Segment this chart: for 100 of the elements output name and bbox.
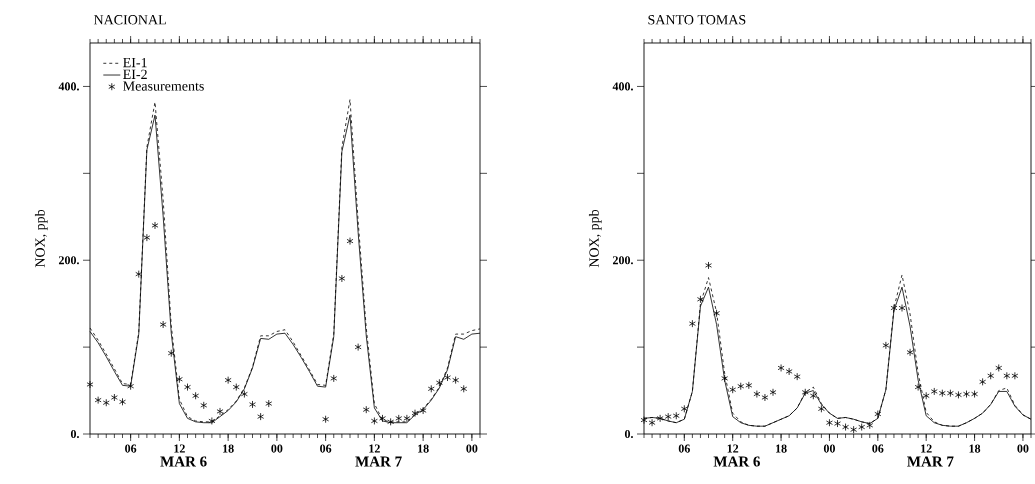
point [761,393,769,402]
point [809,391,817,400]
point [184,383,191,391]
point [1003,371,1011,380]
point [452,376,460,385]
point [882,341,890,350]
point [240,390,248,398]
point [705,261,712,270]
point [729,385,737,394]
point [232,383,240,391]
point [354,343,362,352]
point [127,382,135,391]
point [697,295,704,304]
point [265,399,273,408]
x-tick-label: 06 [320,444,332,453]
point [737,382,745,391]
point [224,376,232,385]
point [119,397,126,406]
point [874,410,882,418]
text: MAR 7 [355,456,402,467]
point [395,414,403,423]
x-tick-label: 12 [174,444,185,453]
point [192,391,200,400]
point [159,320,167,329]
point [785,367,793,376]
point [370,417,378,425]
chart-title: SANTO TOMAS [648,15,746,25]
point [987,371,995,380]
point [216,407,224,416]
point [664,412,672,421]
point [110,393,118,402]
legend-label: Measurements [123,81,204,91]
x-tick-label: 18 [969,444,981,453]
point [656,414,664,423]
point [995,364,1003,372]
point [753,390,761,398]
point [1011,371,1019,380]
point [777,364,785,372]
point [151,221,159,230]
point [688,319,696,328]
point [930,387,938,396]
point [793,372,801,381]
point [330,374,338,383]
point [362,405,370,414]
point [379,414,386,423]
y-tick-label: 0. [70,429,79,439]
point [672,411,680,420]
point [200,401,208,410]
point [94,396,102,405]
y-tick-label: 400. [612,82,633,91]
point [817,404,825,413]
y-tick-label: 200. [58,256,79,265]
point [135,270,143,279]
point [850,425,858,434]
point [167,349,175,358]
text: MAR 7 [907,456,954,467]
point [411,409,419,418]
point [427,384,435,393]
point [102,398,110,407]
x-tick-label: 00 [1017,444,1029,453]
point [842,423,849,431]
point [322,415,330,424]
point [922,391,930,400]
point [387,417,395,426]
point [680,404,688,413]
point [403,414,411,423]
point [745,381,753,390]
point [834,419,841,428]
y-axis-title: NOX, ppb [34,209,48,268]
x-tick-label: 00 [823,444,835,453]
x-tick-label: 12 [369,444,380,453]
point [86,380,94,389]
point [826,418,833,427]
y-axis-title: NOX, ppb [588,209,602,268]
x-tick-label: 18 [223,444,234,453]
point [946,389,954,398]
text: MAR 6 [713,456,760,467]
point [435,378,443,387]
y-tick-label: 400. [58,82,79,91]
point [898,304,906,312]
point [721,374,729,383]
point [175,375,183,384]
x-tick-label: 18 [418,444,429,453]
x-tick-label: 00 [466,444,478,453]
x-tick-label: 06 [125,444,137,453]
point [640,416,648,424]
point [419,406,427,415]
point [979,377,987,386]
point [906,348,914,357]
x-tick-label: 18 [776,444,787,453]
x-tick-label: 06 [678,444,690,453]
point [858,423,866,431]
point [914,383,922,391]
point [769,388,777,397]
point [648,418,656,427]
point [801,388,809,397]
point [249,400,256,409]
x-tick-label: 12 [921,444,932,453]
point [257,412,265,421]
y-tick-label: 0. [624,429,633,439]
